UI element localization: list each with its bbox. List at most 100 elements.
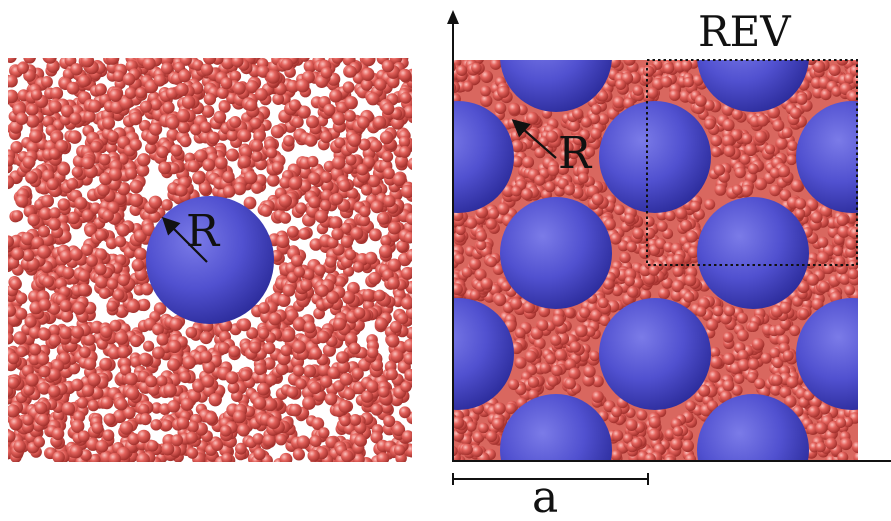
matrix-particle (807, 405, 820, 418)
matrix-particle (547, 375, 559, 387)
matrix-particle (25, 373, 39, 387)
matrix-particle (13, 331, 27, 345)
matrix-particle (658, 287, 670, 300)
matrix-particle (292, 317, 307, 332)
matrix-particle (161, 62, 173, 75)
right-radius-label: R (558, 128, 593, 179)
matrix-particle (38, 365, 51, 378)
matrix-particle (298, 227, 311, 240)
matrix-particle (572, 134, 584, 146)
matrix-particle (80, 449, 92, 461)
matrix-particle (754, 177, 767, 191)
matrix-particle (167, 400, 181, 413)
matrix-particle (786, 154, 797, 166)
matrix-particle (344, 65, 357, 78)
matrix-particle (286, 79, 300, 93)
matrix-particle (69, 445, 83, 459)
matrix-particle (648, 416, 661, 429)
inclusion-sphere (452, 298, 514, 410)
matrix-particle (468, 73, 481, 85)
matrix-particle (680, 219, 692, 232)
matrix-particle (526, 111, 539, 125)
matrix-particle (190, 123, 202, 136)
matrix-particle (664, 455, 675, 460)
vertical-axis-arrowhead (447, 10, 459, 24)
matrix-particle (263, 342, 276, 355)
matrix-particle (622, 433, 634, 444)
matrix-particle (74, 196, 88, 210)
matrix-particle (623, 60, 636, 66)
matrix-particle (815, 422, 828, 435)
matrix-particle (300, 279, 313, 292)
matrix-particle (329, 216, 343, 230)
matrix-particle (161, 199, 173, 211)
matrix-particle (624, 276, 635, 287)
matrix-particle (47, 385, 61, 398)
matrix-particle (779, 318, 792, 330)
matrix-particle (627, 286, 639, 298)
matrix-particle (143, 340, 155, 352)
matrix-particle (316, 330, 330, 344)
matrix-particle (568, 367, 581, 380)
matrix-particle (331, 156, 346, 170)
matrix-particle (81, 384, 95, 397)
matrix-particle (67, 211, 80, 225)
matrix-particle (508, 102, 521, 115)
matrix-particle (741, 133, 753, 145)
matrix-particle (617, 240, 629, 252)
matrix-particle (24, 315, 37, 328)
matrix-particle (452, 416, 465, 429)
matrix-particle (672, 253, 685, 266)
matrix-particle (343, 388, 356, 401)
matrix-particle (723, 145, 736, 158)
matrix-particle (835, 417, 847, 429)
matrix-particle (336, 360, 351, 374)
matrix-particle (44, 58, 57, 64)
matrix-particle (771, 374, 783, 386)
matrix-particle (8, 58, 17, 63)
matrix-particle (270, 124, 285, 139)
matrix-particle (453, 253, 465, 265)
matrix-particle (117, 345, 130, 359)
matrix-particle (746, 372, 758, 383)
matrix-particle (25, 171, 38, 184)
matrix-particle (584, 146, 596, 158)
matrix-particle (289, 403, 302, 417)
matrix-particle (152, 346, 165, 360)
matrix-particle (706, 318, 719, 331)
matrix-particle (156, 145, 169, 159)
matrix-particle (22, 155, 36, 169)
matrix-particle (704, 198, 716, 210)
matrix-particle (87, 373, 101, 387)
matrix-particle (374, 317, 388, 331)
matrix-particle (49, 207, 61, 219)
matrix-particle (166, 116, 180, 130)
matrix-particle (239, 369, 252, 382)
matrix-particle (37, 413, 50, 427)
matrix-particle (134, 247, 148, 261)
matrix-particle (17, 62, 29, 74)
matrix-particle (603, 218, 616, 231)
matrix-particle (318, 427, 330, 439)
matrix-particle (11, 247, 25, 261)
matrix-particle (156, 333, 169, 346)
matrix-particle (29, 343, 42, 356)
matrix-particle (794, 208, 806, 220)
matrix-particle (350, 227, 364, 240)
matrix-particle (22, 414, 34, 426)
matrix-particle (732, 184, 743, 196)
matrix-particle (709, 356, 723, 369)
matrix-particle (832, 245, 843, 257)
matrix-particle (526, 128, 539, 142)
matrix-particle (13, 440, 26, 453)
matrix-particle (229, 70, 242, 82)
matrix-particle (522, 301, 536, 314)
matrix-particle (253, 396, 267, 410)
matrix-particle (597, 113, 610, 125)
matrix-particle (480, 85, 491, 97)
matrix-particle (825, 437, 837, 450)
matrix-particle (610, 449, 622, 460)
matrix-particle (351, 367, 364, 380)
matrix-particle (162, 101, 175, 114)
matrix-particle (238, 155, 251, 169)
